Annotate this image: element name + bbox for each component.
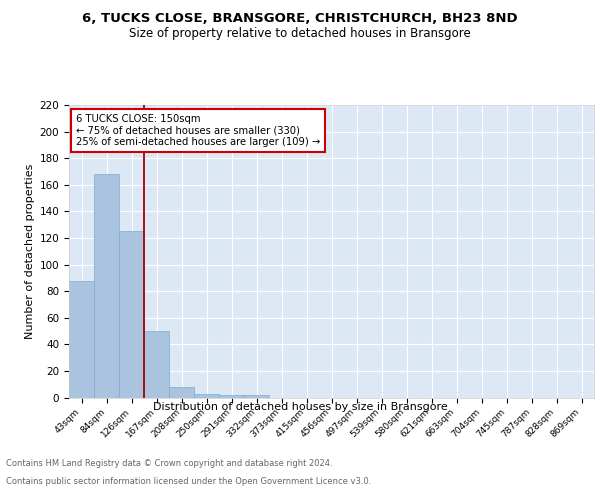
Bar <box>69 280 94 398</box>
Bar <box>194 394 219 398</box>
Y-axis label: Number of detached properties: Number of detached properties <box>25 164 35 339</box>
Bar <box>119 232 144 398</box>
Bar <box>169 387 194 398</box>
Text: 6 TUCKS CLOSE: 150sqm
← 75% of detached houses are smaller (330)
25% of semi-det: 6 TUCKS CLOSE: 150sqm ← 75% of detached … <box>76 114 320 147</box>
Text: Contains public sector information licensed under the Open Government Licence v3: Contains public sector information licen… <box>6 477 371 486</box>
Bar <box>94 174 119 398</box>
Text: Contains HM Land Registry data © Crown copyright and database right 2024.: Contains HM Land Registry data © Crown c… <box>6 458 332 468</box>
Text: Size of property relative to detached houses in Bransgore: Size of property relative to detached ho… <box>129 28 471 40</box>
Text: Distribution of detached houses by size in Bransgore: Distribution of detached houses by size … <box>152 402 448 412</box>
Bar <box>244 395 269 398</box>
Bar <box>144 331 169 398</box>
Bar <box>219 395 244 398</box>
Text: 6, TUCKS CLOSE, BRANSGORE, CHRISTCHURCH, BH23 8ND: 6, TUCKS CLOSE, BRANSGORE, CHRISTCHURCH,… <box>82 12 518 26</box>
